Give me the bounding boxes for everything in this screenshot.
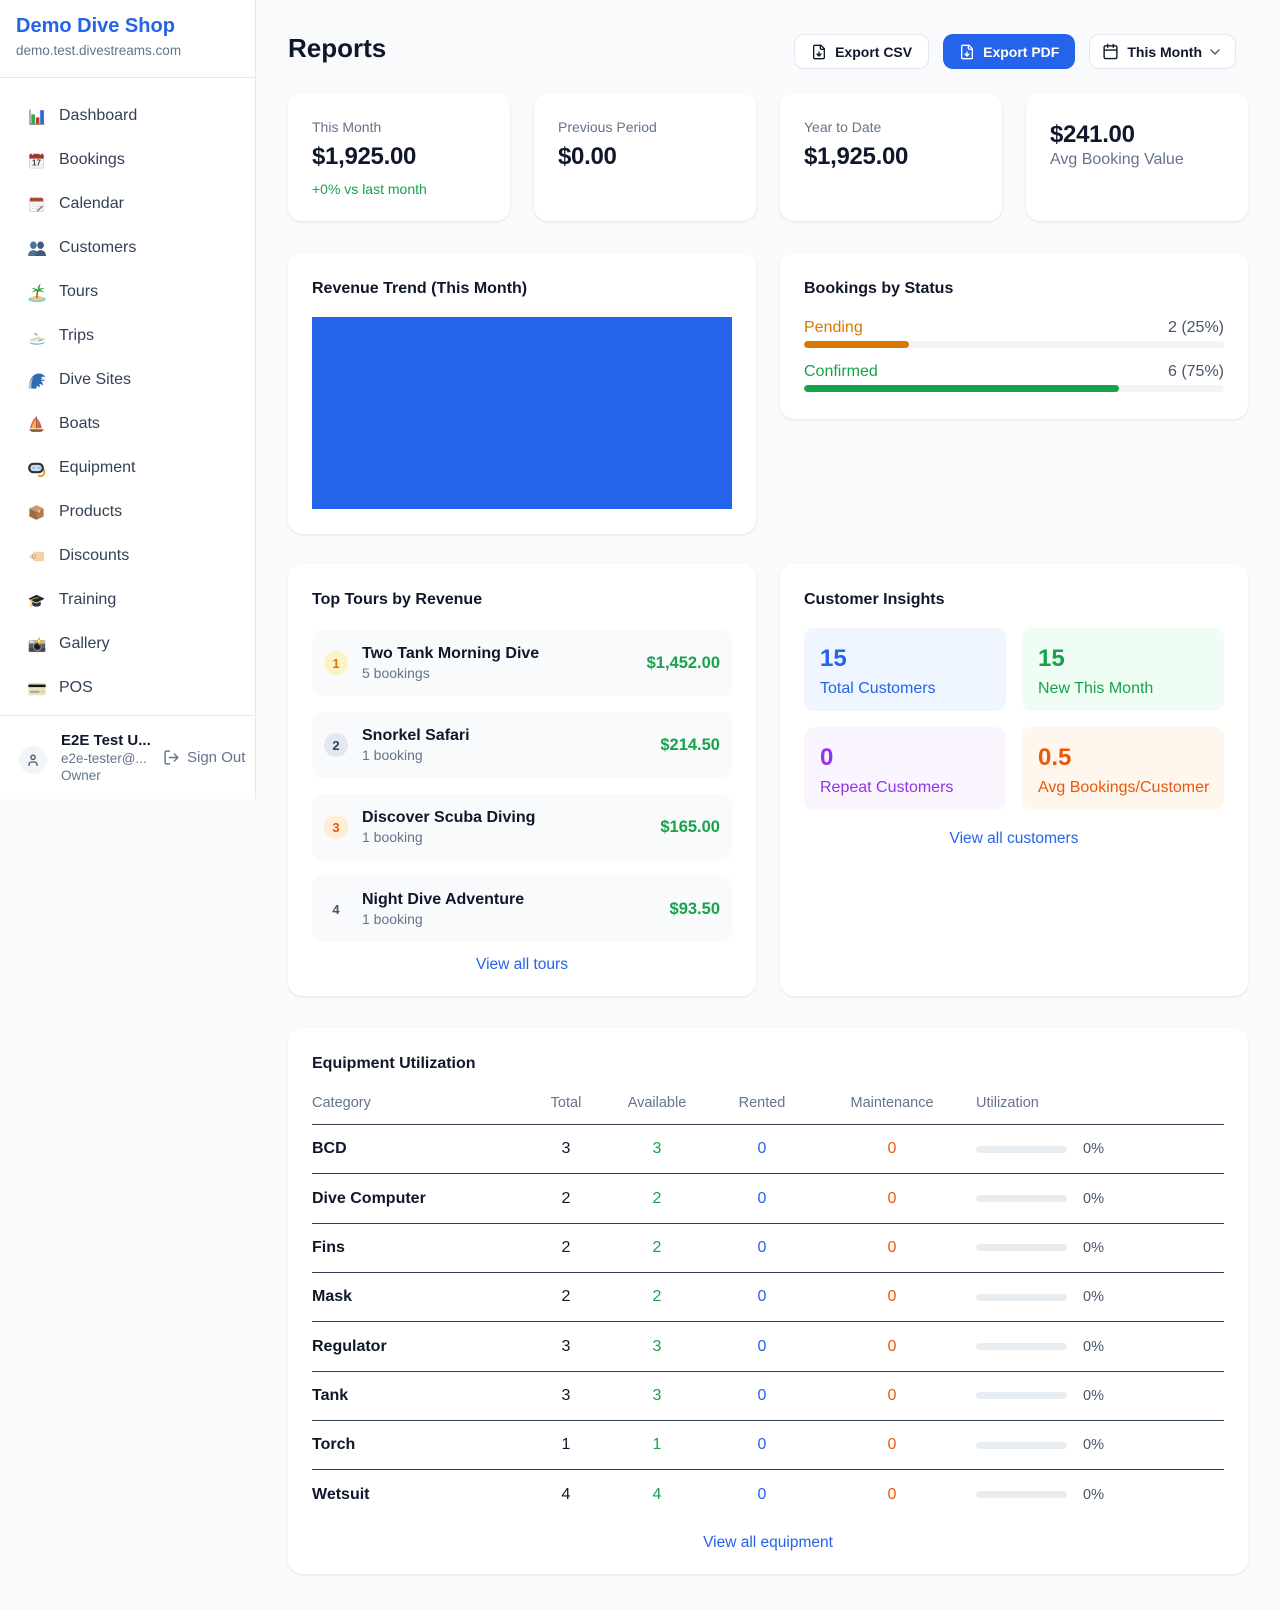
svg-text:17: 17: [32, 158, 41, 167]
